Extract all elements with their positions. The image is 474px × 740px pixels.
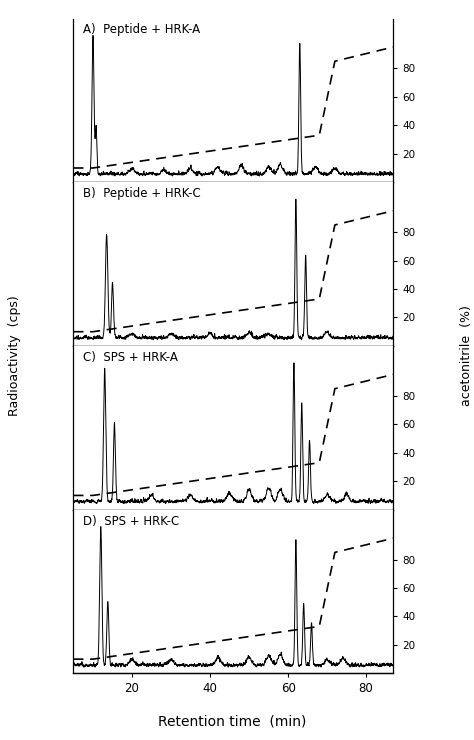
Text: Radioactivity  (cps): Radioactivity (cps) (8, 295, 21, 416)
Text: B)  Peptide + HRK-C: B) Peptide + HRK-C (83, 187, 201, 200)
Text: acetonitrile  (%): acetonitrile (%) (460, 305, 474, 406)
Text: A)  Peptide + HRK-A: A) Peptide + HRK-A (83, 24, 200, 36)
Text: D)  SPS + HRK-C: D) SPS + HRK-C (83, 514, 179, 528)
Text: C)  SPS + HRK-A: C) SPS + HRK-A (83, 351, 178, 364)
Text: Retention time  (min): Retention time (min) (158, 715, 307, 729)
